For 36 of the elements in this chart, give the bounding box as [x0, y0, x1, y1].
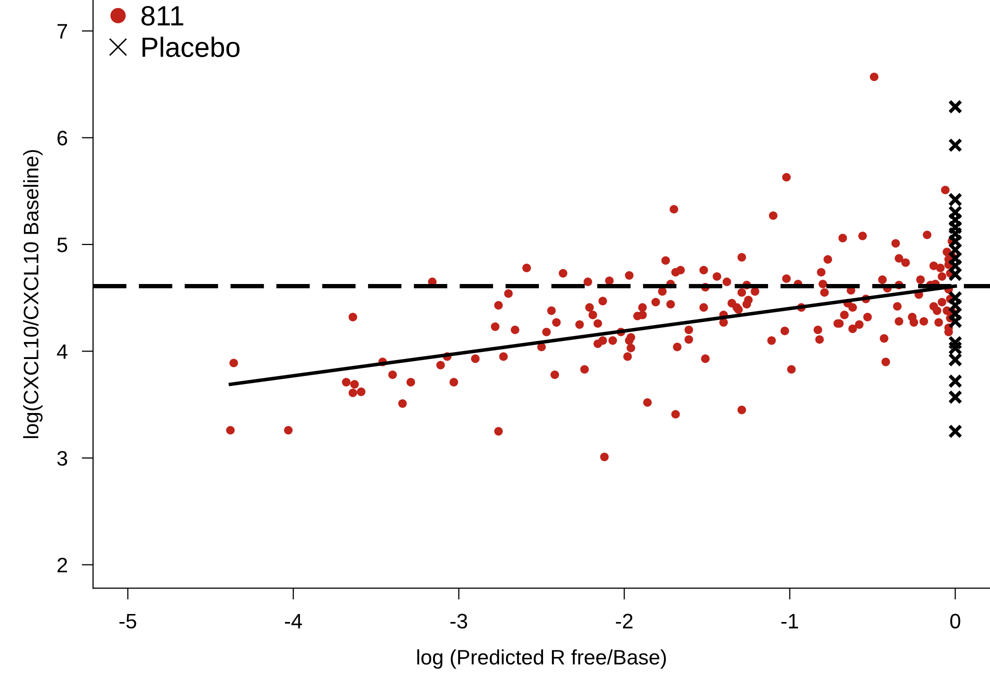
point	[948, 390, 962, 404]
point	[948, 220, 962, 235]
point	[948, 205, 962, 220]
point	[948, 100, 962, 114]
x-tick-label: -1	[781, 614, 798, 628]
x-tick-label: 0	[950, 614, 960, 629]
point	[948, 314, 962, 328]
x-axis-title: log (Predicted R free/Base)	[417, 649, 666, 669]
point	[948, 424, 962, 438]
x-tick-label: -3	[450, 614, 468, 629]
point	[948, 234, 962, 248]
x-tick-label: -5	[119, 614, 136, 629]
y-tick-label: 6	[58, 130, 68, 146]
y-tick-label: 2	[58, 558, 68, 572]
point	[948, 138, 962, 152]
point	[948, 290, 962, 305]
point	[948, 242, 962, 257]
point	[948, 306, 962, 321]
point	[948, 212, 962, 228]
point	[948, 352, 962, 367]
y-tick-label: 5	[57, 238, 68, 252]
point	[948, 192, 962, 207]
y-tick-label: 4	[56, 344, 68, 359]
legend-label: Placebo	[142, 36, 240, 58]
point	[948, 374, 962, 388]
point	[948, 298, 962, 312]
y-tick-label: 3	[57, 450, 68, 466]
point	[948, 258, 962, 273]
point	[948, 251, 962, 266]
x-tick-label: -4	[284, 614, 302, 628]
x-tick-label: -2	[616, 614, 632, 628]
y-tick-label: 7	[58, 24, 68, 39]
legend-label: 811	[141, 6, 184, 26]
point	[948, 226, 962, 241]
point	[948, 267, 962, 282]
y-axis-title: log(CXCL10/CXCL10 Baseline)	[23, 150, 43, 438]
